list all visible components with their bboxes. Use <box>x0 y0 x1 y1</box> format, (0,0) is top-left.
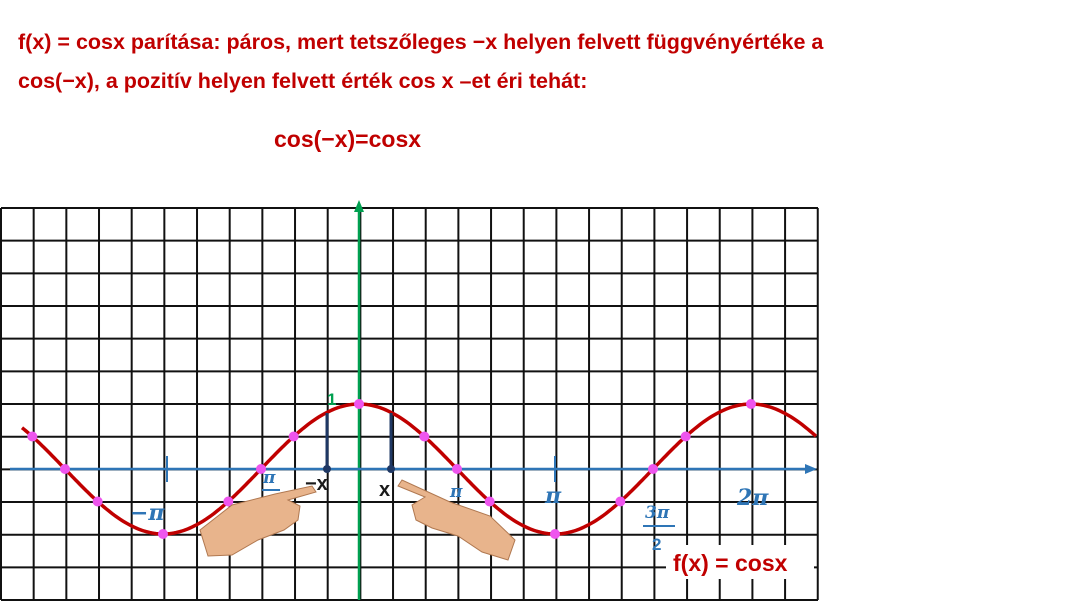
label-bg <box>666 545 814 579</box>
grid <box>0 207 819 602</box>
label-half-pi: π <box>449 482 463 502</box>
hand-left <box>199 485 317 557</box>
y-arrow <box>354 200 364 212</box>
label-pi: π <box>544 483 562 509</box>
point <box>746 399 756 409</box>
point <box>92 496 103 507</box>
label-x: x <box>379 479 390 501</box>
point <box>27 431 38 442</box>
point <box>158 529 168 539</box>
point <box>288 431 299 442</box>
label-3pi-num: 3π <box>645 503 670 523</box>
label-minus-x: −x <box>305 473 328 495</box>
label-one: 1 <box>327 390 336 409</box>
title-line: f(x) = cosx parítása: páros, mert tetsző… <box>18 30 824 54</box>
point <box>419 431 430 442</box>
point <box>648 464 658 474</box>
label-minus-half-pi: π <box>262 468 276 488</box>
point <box>484 496 495 507</box>
function-label: f(x) = cosx <box>673 550 788 576</box>
label-3pi-den: 2 <box>652 535 661 554</box>
point <box>223 496 234 507</box>
point <box>387 465 395 473</box>
hand-right <box>397 479 516 561</box>
point <box>680 431 691 442</box>
point <box>354 399 364 409</box>
point <box>323 465 331 473</box>
equation: cos(−x)=cosx <box>274 126 422 152</box>
points <box>27 399 756 539</box>
point <box>452 464 462 474</box>
point <box>550 529 560 539</box>
label-minus-pi: −π <box>130 500 165 526</box>
point <box>615 496 626 507</box>
label-2pi: 2π <box>736 485 769 511</box>
point <box>60 464 70 474</box>
x-arrow <box>805 464 817 474</box>
point <box>256 464 266 474</box>
title-line: cos(−x), a pozitív helyen felvett érték … <box>18 69 588 93</box>
